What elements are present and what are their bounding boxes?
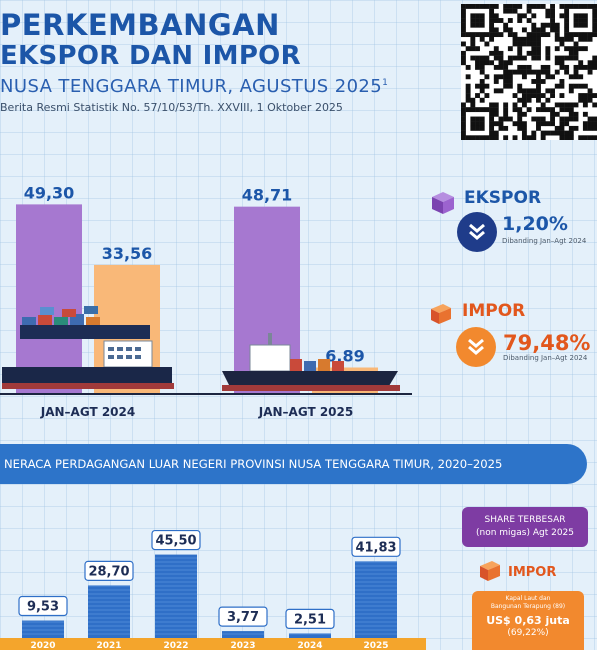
bar-2022 xyxy=(155,554,197,638)
bar-label-ekspor-2: 48,71 xyxy=(242,186,293,205)
impor-change: 79,48% xyxy=(503,331,591,355)
impor-down-icon xyxy=(456,327,496,367)
category-label-2: JAN–AGT 2025 xyxy=(258,405,353,419)
subtitle: NUSA TENGGARA TIMUR, AGUSTUS 20251 xyxy=(0,76,388,97)
title-line-1: PERKEMBANGAN xyxy=(0,8,280,42)
share-impor-label: IMPOR xyxy=(508,565,557,580)
ekspor-change: 1,20% xyxy=(502,213,568,235)
value-label-2024: 2,51 xyxy=(294,612,326,627)
export-import-chart: 49,30 33,56 48,71 6,89 JAN–AGT 2024 JAN–AGT … xyxy=(0,183,412,419)
ekspor-label: EKSPOR xyxy=(464,188,542,208)
trade-balance-banner: NERACA PERDAGANGAN LUAR NEGERI PROVINSI … xyxy=(0,444,587,484)
value-label-2025: 41,83 xyxy=(355,540,396,555)
value-box-2023 xyxy=(218,606,268,627)
share-item-line-1: Kapal Laut dan xyxy=(505,595,551,602)
share-impor-container-icon xyxy=(480,561,500,581)
ekspor-down-icon xyxy=(457,212,497,252)
subtitle-footnote: 1 xyxy=(382,78,389,88)
ship-left-icon xyxy=(2,306,174,389)
value-box-2024 xyxy=(285,608,335,629)
share-value: US$ 0,63 juta xyxy=(486,614,570,627)
share-terbesar-box: SHARE TERBESAR (non migas) Agt 2025 xyxy=(462,507,588,547)
year-label-2020: 2020 xyxy=(30,641,55,650)
subtitle-text: NUSA TENGGARA TIMUR, AGUSTUS 2025 xyxy=(0,76,383,97)
year-label-2023: 2023 xyxy=(230,641,255,650)
qr-code-icon[interactable] xyxy=(461,4,597,140)
share-title-2: (non migas) Agt 2025 xyxy=(475,528,574,538)
ekspor-compare: Dibanding Jan–Agt 2024 xyxy=(502,237,587,245)
share-detail-box: Kapal Laut dan Bangunan Terapung (89) US… xyxy=(472,591,584,650)
bar-ekspor-1 xyxy=(16,204,82,394)
release-info: Berita Resmi Statistik No. 57/10/53/Th. … xyxy=(0,101,343,114)
ship-right-icon xyxy=(222,333,400,391)
bar-label-ekspor-1: 49,30 xyxy=(24,183,75,202)
value-label-2023: 3,77 xyxy=(227,610,259,625)
value-box-2022 xyxy=(151,529,201,551)
value-box-2025 xyxy=(351,536,401,557)
impor-container-icon xyxy=(431,304,451,324)
value-label-2022: 45,50 xyxy=(155,534,196,549)
value-box-2021 xyxy=(84,560,134,581)
year-label-2025: 2025 xyxy=(363,641,388,650)
year-label-2022: 2022 xyxy=(163,641,188,650)
bar-2023 xyxy=(222,631,264,638)
year-label-2021: 2021 xyxy=(96,641,121,650)
bar-2024 xyxy=(289,633,331,638)
impor-label: IMPOR xyxy=(462,301,526,321)
year-label-2024: 2024 xyxy=(297,641,322,650)
impor-compare: Dibanding Jan–Agt 2024 xyxy=(503,354,588,362)
share-percent: (69,22%) xyxy=(507,628,549,638)
bar-2020 xyxy=(22,620,64,638)
bar-2025 xyxy=(355,561,397,638)
value-label-2021: 28,70 xyxy=(88,564,129,579)
share-title-1: SHARE TERBESAR xyxy=(484,515,566,525)
value-box-2020 xyxy=(18,595,68,617)
category-label-1: JAN–AGT 2024 xyxy=(40,405,135,419)
trade-balance-chart: 9,53 2020 28,70 2021 45,50 2022 3,77 2023 2,51 20… xyxy=(0,529,426,650)
title-line-2: EKSPOR DAN IMPOR xyxy=(0,41,301,71)
share-item-line-2: Bangunan Terapung (89) xyxy=(490,603,566,610)
bar-label-impor-1: 33,56 xyxy=(102,244,153,263)
ekspor-cube-icon xyxy=(432,192,454,214)
bar-label-impor-2: 6,89 xyxy=(325,347,364,366)
value-label-2020: 9,53 xyxy=(27,600,59,615)
